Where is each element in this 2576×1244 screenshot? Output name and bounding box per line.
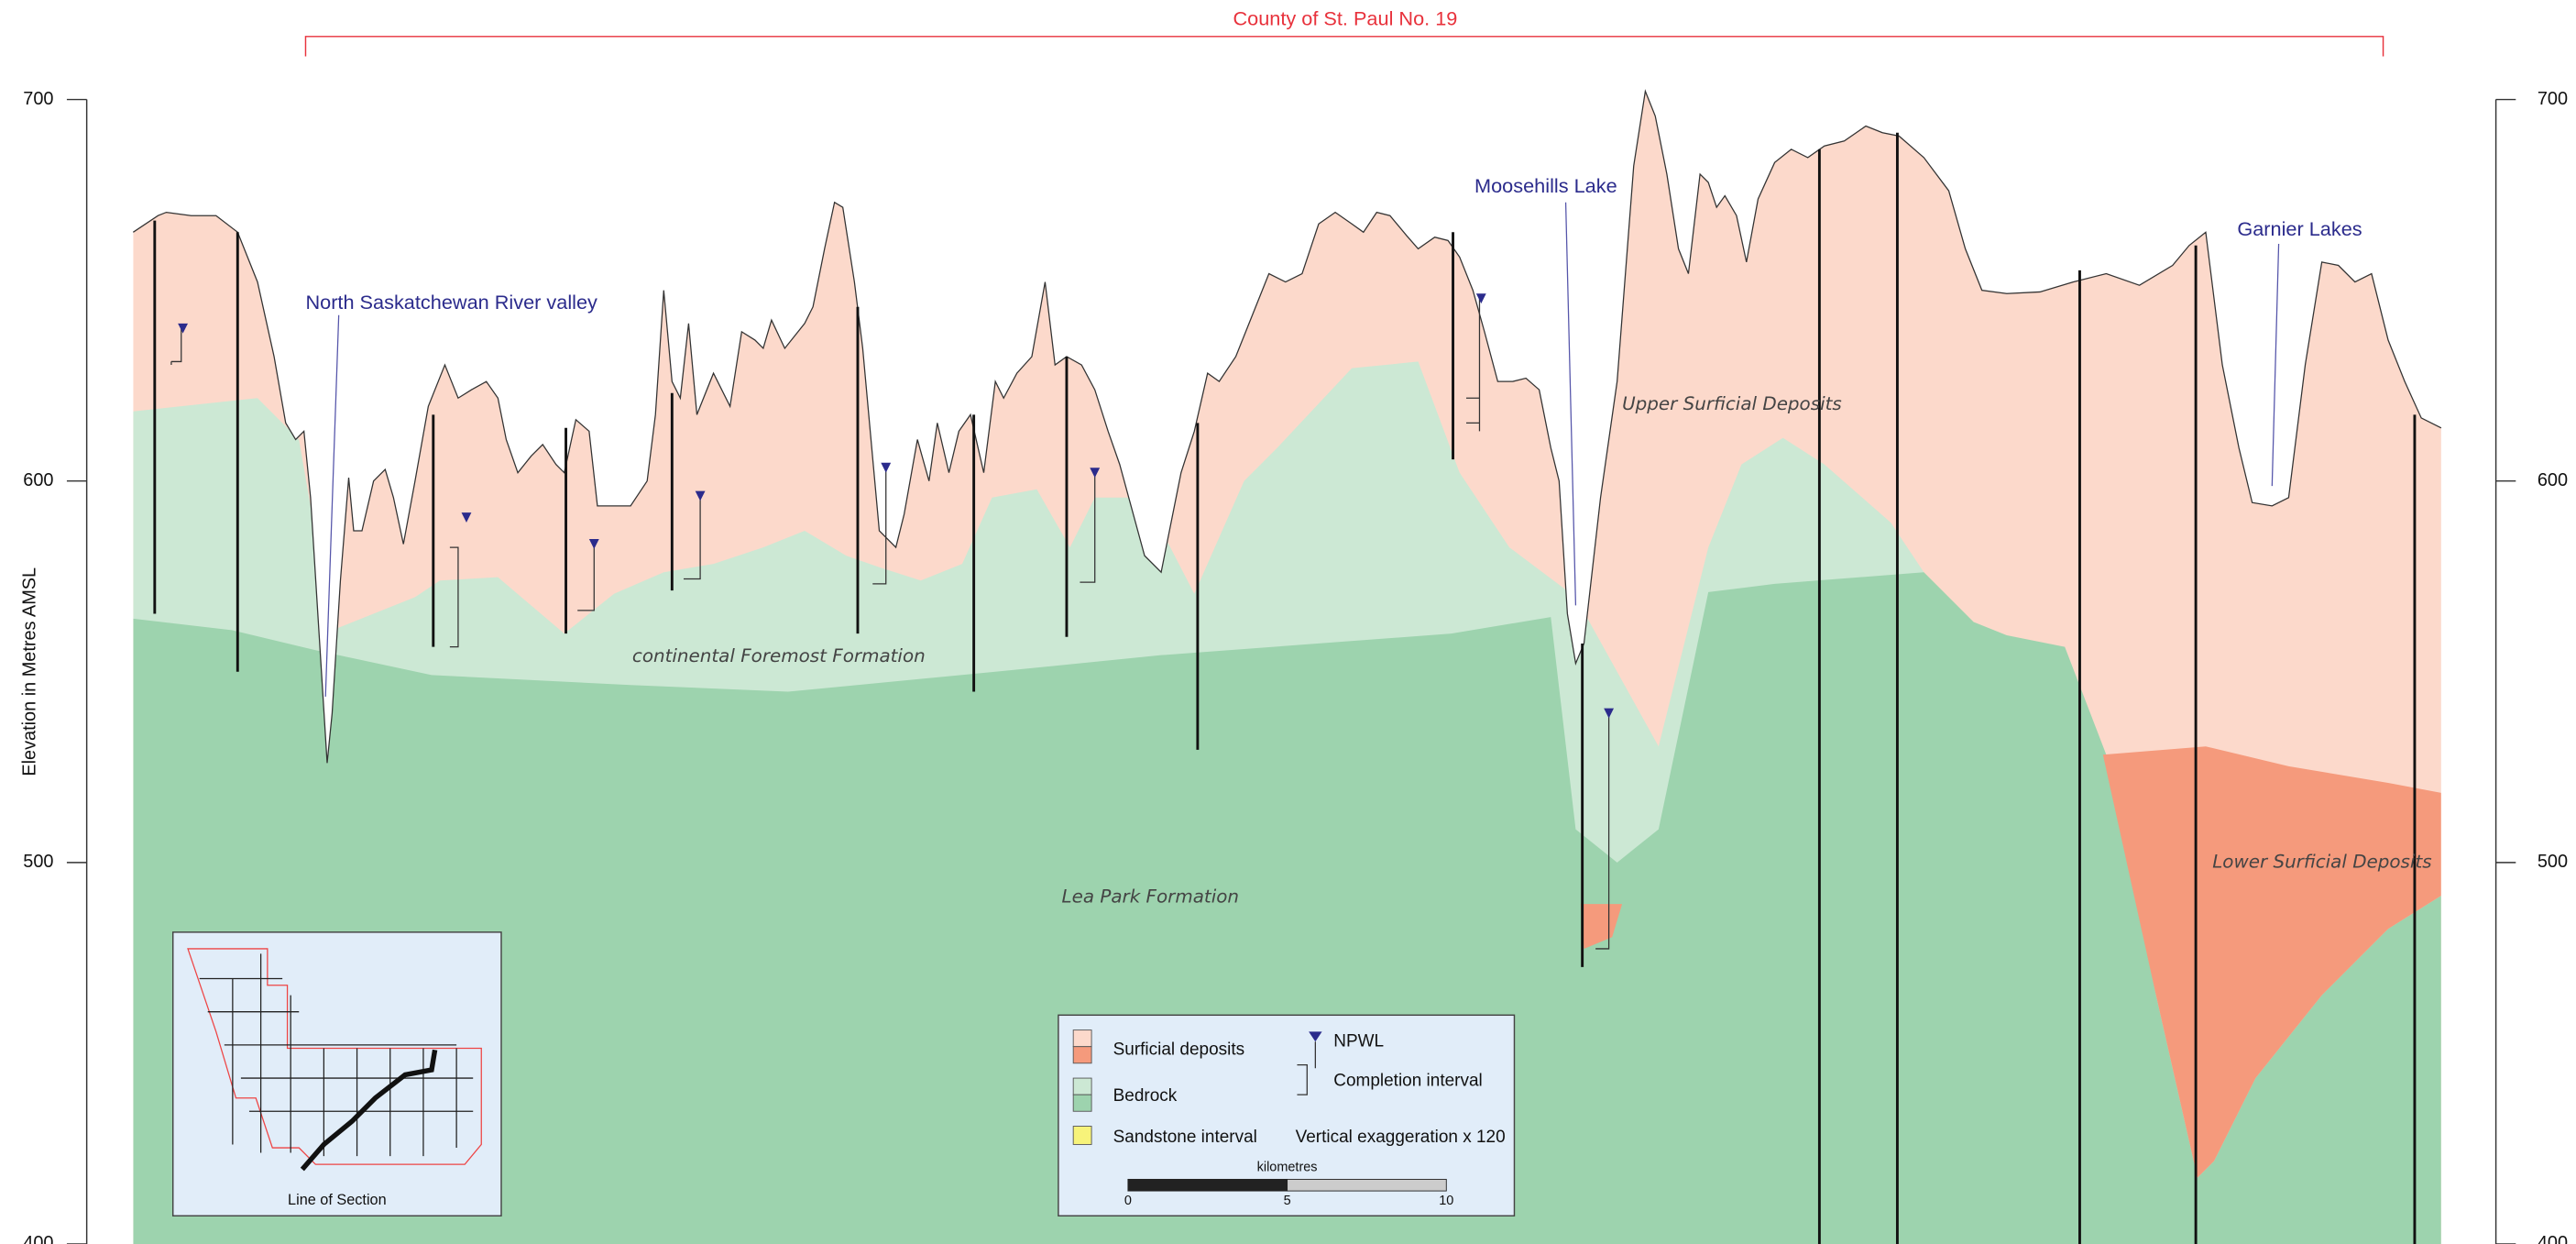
y-ticks: 400 400 500 500 600 600 700 700 — [23, 89, 2568, 1244]
foremost-unit-label: continental Foremost Formation — [632, 645, 926, 666]
lower-unit-label: Lower Surficial Deposits — [2212, 851, 2431, 872]
county-bracket — [304, 36, 2384, 57]
river-label: North Saskatchewan River valley — [305, 291, 597, 314]
y-tick-label: 500 — [2538, 852, 2568, 872]
y-tick-label: 500 — [23, 852, 53, 872]
y-tick-label: 400 — [23, 1233, 53, 1244]
scale-label: kilometres — [1257, 1161, 1318, 1175]
legend-surficial: Surficial deposits — [1113, 1040, 1245, 1059]
ground-surface — [132, 89, 2442, 764]
completion-brackets — [170, 298, 1610, 950]
garnier-label: Garnier Lakes — [2237, 217, 2362, 240]
scale-segment — [1127, 1178, 1288, 1192]
inset-map: Line of Section — [171, 931, 502, 1216]
scale-tick-label: 5 — [1284, 1194, 1291, 1208]
legend-completion: Completion interval — [1333, 1072, 1483, 1091]
inset-caption: Line of Section — [288, 1192, 387, 1208]
y-tick-label: 600 — [2538, 470, 2568, 490]
legend-sandstone: Sandstone interval — [1113, 1128, 1257, 1147]
legend-npwl: NPWL — [1333, 1031, 1384, 1051]
lea-park-formation — [133, 572, 2441, 1244]
y-axis-label: Elevation in Metres AMSL — [19, 567, 39, 776]
scale-bar: 0 5 10 — [1124, 1178, 1453, 1208]
upper-unit-label: Upper Surficial Deposits — [1622, 393, 1842, 414]
scale-tick-label: 0 — [1124, 1194, 1132, 1208]
leapark-unit-label: Lea Park Formation — [1062, 886, 1239, 907]
legend: Surficial deposits Bedrock Sandstone int… — [1058, 1014, 1516, 1216]
callout-lines — [324, 202, 2280, 697]
y-tick-label: 700 — [2538, 89, 2568, 109]
y-tick-label: 600 — [23, 470, 53, 490]
lower-surficial-small — [1580, 904, 1623, 949]
y-tick-label: 700 — [23, 89, 53, 109]
moosehills-label: Moosehills Lake — [1474, 174, 1617, 197]
legend-bedrock: Bedrock — [1113, 1086, 1178, 1106]
legend-exaggeration: Vertical exaggeration x 120 — [1296, 1128, 1506, 1147]
title: County of St. Paul No. 19 — [1233, 6, 1457, 29]
scale-tick-label: 10 — [1439, 1194, 1453, 1208]
lower-surficial — [2102, 746, 2441, 1178]
wells — [153, 132, 2417, 1244]
scale-segment — [1287, 1178, 1447, 1192]
y-tick-label: 400 — [2538, 1233, 2568, 1244]
